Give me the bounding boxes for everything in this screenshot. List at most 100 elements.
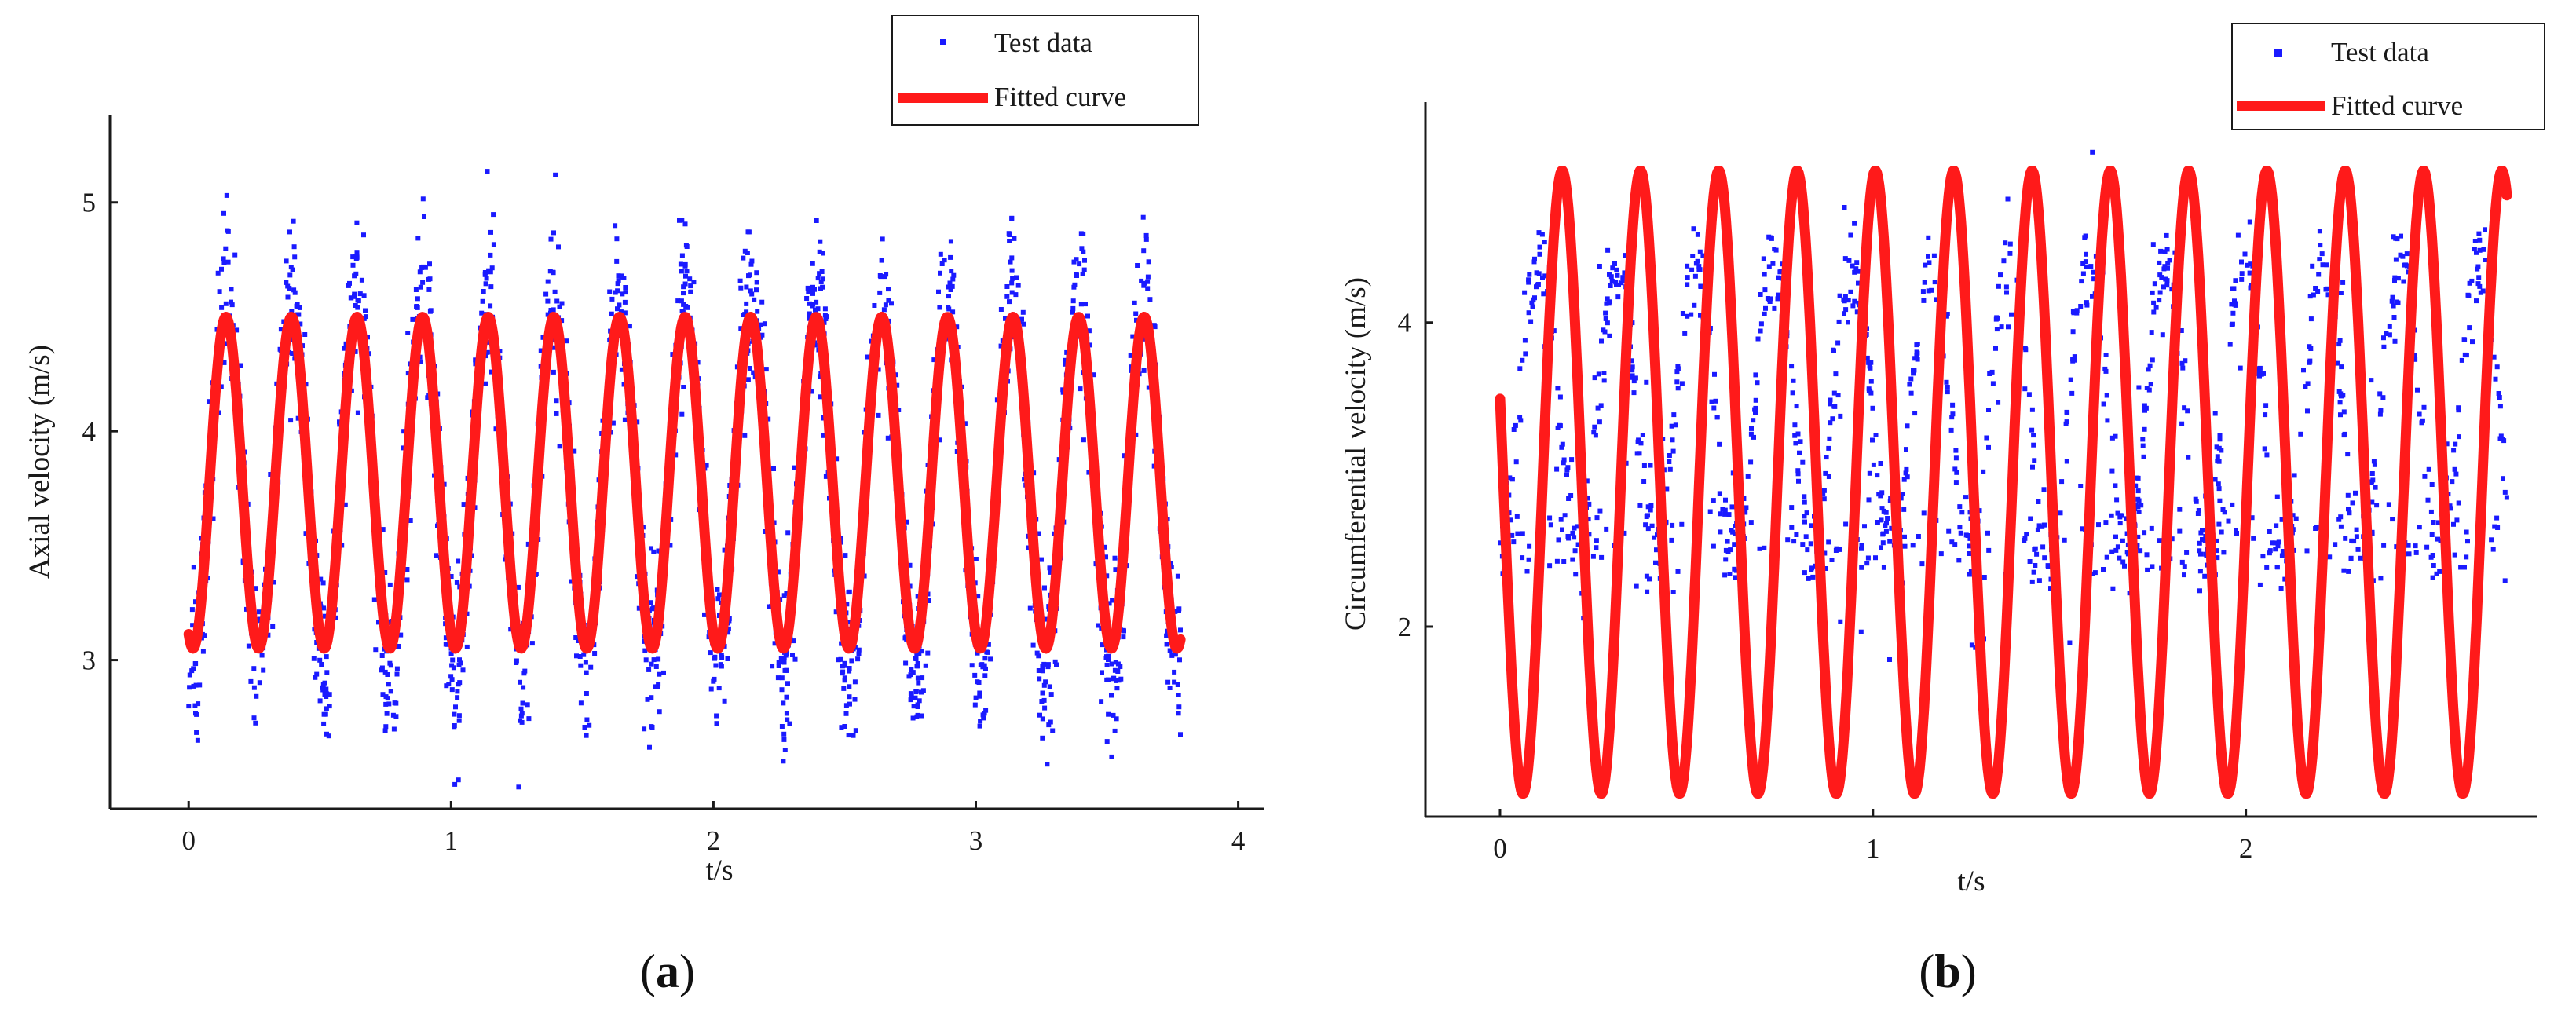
b-data-point bbox=[1944, 379, 1949, 385]
b-data-point bbox=[1875, 473, 1880, 478]
a-data-point bbox=[752, 297, 757, 302]
b-data-point bbox=[1511, 539, 1517, 545]
a-data-point bbox=[229, 287, 234, 292]
b-data-point bbox=[1640, 433, 1645, 437]
b-data-point bbox=[2497, 436, 2503, 441]
a-data-point bbox=[1021, 321, 1026, 327]
a-data-point bbox=[677, 218, 682, 223]
b-data-point bbox=[2233, 301, 2238, 306]
b-data-point bbox=[2215, 555, 2220, 561]
b-data-point bbox=[2068, 377, 2073, 382]
a-data-point bbox=[481, 289, 486, 294]
b-data-point bbox=[2430, 575, 2435, 580]
a-data-point bbox=[385, 672, 390, 677]
b-data-point bbox=[1526, 280, 1531, 285]
b-data-point bbox=[1796, 478, 1801, 484]
b-data-point bbox=[2341, 568, 2347, 573]
b-data-point bbox=[1598, 403, 1604, 408]
b-data-point bbox=[1938, 551, 1944, 557]
a-data-point bbox=[287, 229, 292, 235]
b-data-point bbox=[2270, 540, 2275, 546]
a-data-point bbox=[450, 657, 456, 663]
b-data-point bbox=[1622, 270, 1627, 276]
b-data-point bbox=[2474, 250, 2479, 255]
b-data-point bbox=[2197, 548, 2202, 554]
a-data-point bbox=[221, 210, 226, 216]
a-data-point bbox=[382, 669, 388, 675]
b-data-point bbox=[2457, 434, 2461, 440]
a-data-point bbox=[839, 725, 844, 730]
b-data-point bbox=[1744, 505, 1749, 510]
a-data-point bbox=[1164, 633, 1169, 638]
a-x-axis-label: t/s bbox=[706, 854, 734, 887]
a-data-point bbox=[324, 731, 329, 737]
b-data-point bbox=[1569, 457, 1575, 463]
b-legend-label-fitted-curve: Fitted curve bbox=[2331, 90, 2463, 121]
b-data-point bbox=[2313, 286, 2318, 291]
b-data-point bbox=[2162, 264, 2168, 269]
b-data-point bbox=[1518, 418, 1524, 423]
b-data-point bbox=[1623, 253, 1628, 258]
b-data-point bbox=[2475, 264, 2481, 269]
b-data-point bbox=[2292, 473, 2297, 478]
b-data-point bbox=[2413, 543, 2418, 549]
a-data-point bbox=[1132, 300, 1137, 305]
a-data-point bbox=[748, 366, 752, 371]
a-data-point bbox=[1113, 660, 1118, 665]
b-test-data-scatter bbox=[1498, 149, 2509, 662]
a-data-point bbox=[1121, 634, 1126, 640]
b-data-point bbox=[1846, 298, 1851, 303]
b-data-point bbox=[1803, 534, 1809, 539]
b-data-point bbox=[2078, 484, 2084, 488]
a-data-point bbox=[189, 668, 195, 674]
b-data-point bbox=[2298, 431, 2303, 437]
a-data-point bbox=[978, 719, 983, 724]
a-data-point bbox=[1009, 216, 1015, 221]
b-data-point bbox=[2009, 312, 2014, 317]
b-data-point bbox=[1789, 364, 1795, 369]
b-data-point bbox=[2314, 525, 2319, 530]
a-data-point bbox=[413, 287, 419, 292]
b-data-point bbox=[1920, 289, 1926, 294]
a-data-point bbox=[615, 281, 620, 287]
a-data-point bbox=[915, 594, 920, 599]
b-data-point bbox=[1517, 415, 1523, 420]
a-data-point bbox=[1009, 290, 1015, 295]
a-data-point bbox=[708, 650, 713, 656]
b-data-point bbox=[1862, 524, 1867, 529]
b-data-point bbox=[1900, 492, 1905, 496]
b-data-point bbox=[1725, 539, 1730, 544]
a-data-point bbox=[292, 290, 298, 295]
b-data-point bbox=[1564, 467, 1570, 473]
b-data-point bbox=[1967, 543, 1972, 549]
a-data-point bbox=[675, 298, 681, 304]
b-data-point bbox=[1605, 320, 1610, 326]
a-data-point bbox=[352, 294, 357, 299]
a-data-point bbox=[1106, 657, 1111, 662]
b-data-point bbox=[2317, 257, 2322, 262]
b-data-point bbox=[1616, 282, 1621, 287]
b-data-point bbox=[2307, 294, 2313, 299]
b-data-point bbox=[1953, 480, 1959, 485]
b-data-point bbox=[1826, 539, 1831, 545]
b-data-point bbox=[1748, 431, 1754, 437]
a-data-point bbox=[847, 684, 852, 689]
b-data-point bbox=[1802, 519, 1807, 525]
b-data-point bbox=[2381, 335, 2386, 341]
b-data-point bbox=[1804, 510, 1809, 516]
a-data-point bbox=[1104, 662, 1110, 667]
b-data-point bbox=[1599, 338, 1604, 344]
b-data-point bbox=[2117, 555, 2122, 561]
b-data-point bbox=[1631, 390, 1637, 396]
a-data-point bbox=[851, 733, 856, 738]
a-data-point bbox=[554, 411, 559, 416]
b-data-point bbox=[2390, 517, 2395, 522]
b-data-point bbox=[2301, 368, 2306, 373]
a-data-point bbox=[913, 656, 919, 661]
a-data-point bbox=[1045, 762, 1050, 767]
b-data-point bbox=[2091, 276, 2097, 282]
b-data-point bbox=[2069, 390, 2075, 396]
a-data-point bbox=[485, 349, 490, 355]
a-data-point bbox=[776, 664, 781, 668]
